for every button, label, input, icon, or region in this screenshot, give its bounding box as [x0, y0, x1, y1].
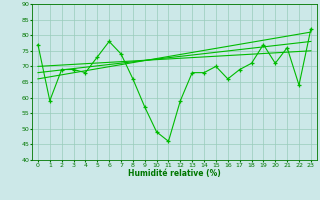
- X-axis label: Humidité relative (%): Humidité relative (%): [128, 169, 221, 178]
